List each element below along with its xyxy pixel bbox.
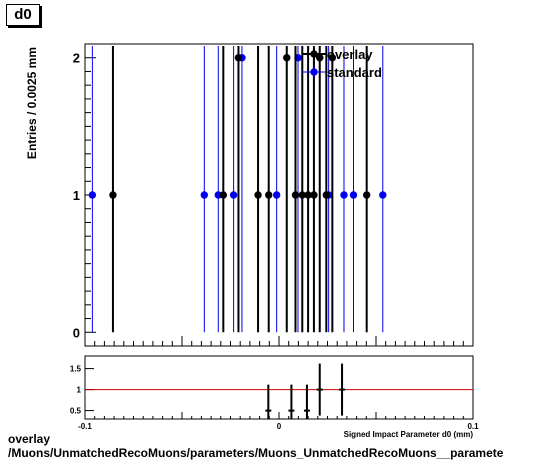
- legend-marker: [310, 50, 318, 58]
- legend-label-overlay: overlay: [327, 47, 373, 62]
- caption-line-2: /Muons/UnmatchedRecoMuons/parameters/Muo…: [8, 446, 504, 460]
- data-point: [349, 191, 358, 199]
- x-axis-title: Signed Impact Parameter d0 (mm): [344, 430, 474, 439]
- data-point: [304, 191, 312, 199]
- data-point: [254, 191, 262, 199]
- data-point: [234, 54, 243, 62]
- ratio-x-tick-label: 0: [277, 422, 282, 431]
- caption-line-1: overlay: [8, 432, 51, 446]
- data-point: [362, 191, 371, 199]
- y-tick-label: 0: [73, 325, 80, 340]
- data-point: [322, 191, 331, 199]
- data-point: [272, 191, 281, 199]
- series-standard: [88, 46, 387, 333]
- ratio-y-tick-label: 1.5: [70, 365, 82, 374]
- ratio-y-tick-label: 0.5: [70, 407, 82, 416]
- data-point: [328, 54, 337, 62]
- data-point: [200, 191, 209, 199]
- ratio-plot-frame: [84, 355, 474, 420]
- data-point: [340, 191, 348, 199]
- data-point: [229, 191, 238, 199]
- series-overlay: [109, 46, 371, 333]
- ratio-x-tick-label: -0.1: [78, 422, 92, 431]
- data-point: [298, 191, 306, 199]
- data-point: [109, 191, 117, 199]
- data-point: [379, 191, 387, 199]
- data-point: [316, 54, 324, 62]
- data-point: [88, 191, 97, 199]
- canvas-tag: d0: [6, 4, 40, 26]
- data-point: [219, 191, 228, 199]
- ratio-y-tick-label: 1: [77, 386, 82, 395]
- data-point: [283, 54, 291, 62]
- ratio-x-tick-label: 0.1: [467, 422, 479, 431]
- legend-label-standard: standard: [327, 65, 382, 80]
- y-axis-title: Entries / 0.0025 mm: [25, 47, 39, 159]
- legend-marker: [310, 68, 318, 76]
- y-tick-label: 2: [73, 51, 80, 66]
- data-point: [291, 191, 300, 199]
- data-point: [310, 191, 318, 199]
- y-tick-label: 1: [73, 188, 80, 203]
- legend: overlay standard: [302, 47, 382, 80]
- series-ratio: [265, 363, 346, 419]
- data-point: [265, 191, 273, 199]
